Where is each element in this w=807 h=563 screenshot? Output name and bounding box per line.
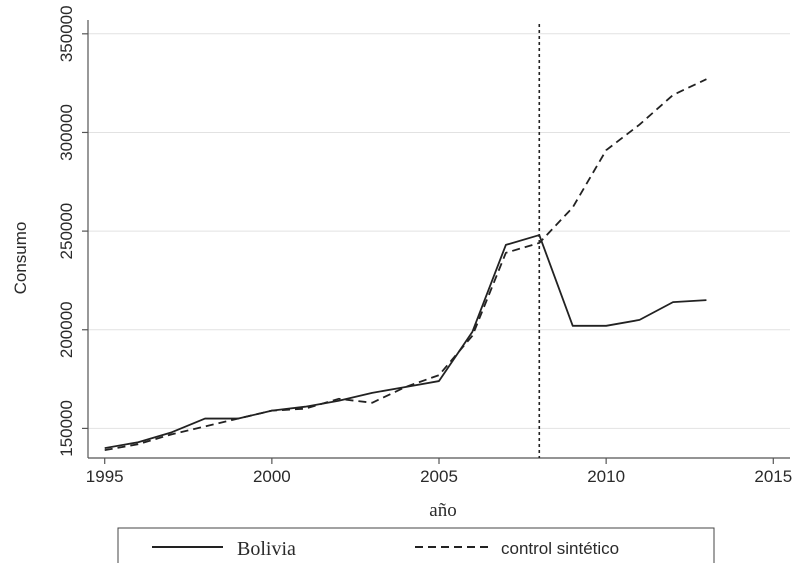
legend-box bbox=[117, 527, 715, 563]
y-axis-label: Consumo bbox=[11, 222, 30, 295]
x-tick-label: 2000 bbox=[253, 467, 291, 486]
y-axis-ticks: 150000 200000 250000 300000 350000 bbox=[57, 5, 88, 457]
x-axis-label: año bbox=[429, 500, 456, 521]
x-axis-ticks: 1995 2000 2005 2010 2015 bbox=[86, 458, 792, 486]
series-lines bbox=[104, 78, 707, 451]
x-tick-label: 1995 bbox=[86, 467, 124, 486]
y-tick-label: 350000 bbox=[57, 5, 76, 62]
series-line-control-sintetico bbox=[104, 78, 707, 451]
y-tick-label: 200000 bbox=[57, 301, 76, 358]
series-line-bolivia bbox=[104, 234, 707, 450]
x-tick-label: 2015 bbox=[754, 467, 792, 486]
grid-lines bbox=[88, 33, 790, 429]
y-tick-label: 300000 bbox=[57, 104, 76, 161]
y-tick-label: 250000 bbox=[57, 203, 76, 260]
legend-label-control: control sintético bbox=[501, 539, 619, 558]
legend: Bolivia control sintético bbox=[117, 527, 715, 563]
legend-label-bolivia: Bolivia bbox=[237, 538, 296, 560]
x-tick-label: 2005 bbox=[420, 467, 458, 486]
x-tick-label: 2010 bbox=[587, 467, 625, 486]
y-tick-label: 150000 bbox=[57, 400, 76, 457]
axes bbox=[87, 20, 790, 459]
